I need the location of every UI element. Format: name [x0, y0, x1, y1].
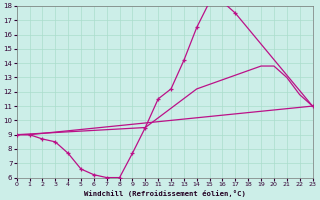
X-axis label: Windchill (Refroidissement éolien,°C): Windchill (Refroidissement éolien,°C) — [84, 190, 245, 197]
